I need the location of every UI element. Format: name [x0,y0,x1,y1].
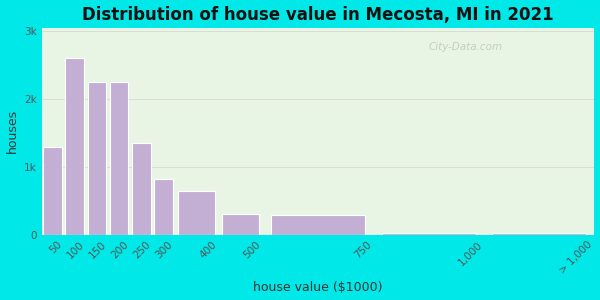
Bar [43,146,62,235]
Bar [222,214,259,235]
Y-axis label: houses: houses [5,109,19,153]
X-axis label: house value ($1000): house value ($1000) [253,281,383,294]
Bar [178,190,215,235]
Bar [154,179,173,235]
Bar [132,143,151,235]
Bar [492,232,586,235]
Bar [88,82,106,235]
Bar [382,232,476,235]
Bar [271,215,365,235]
Text: City-Data.com: City-Data.com [428,42,503,52]
Bar [65,58,84,235]
Bar [110,82,128,235]
Title: Distribution of house value in Mecosta, MI in 2021: Distribution of house value in Mecosta, … [82,6,554,24]
